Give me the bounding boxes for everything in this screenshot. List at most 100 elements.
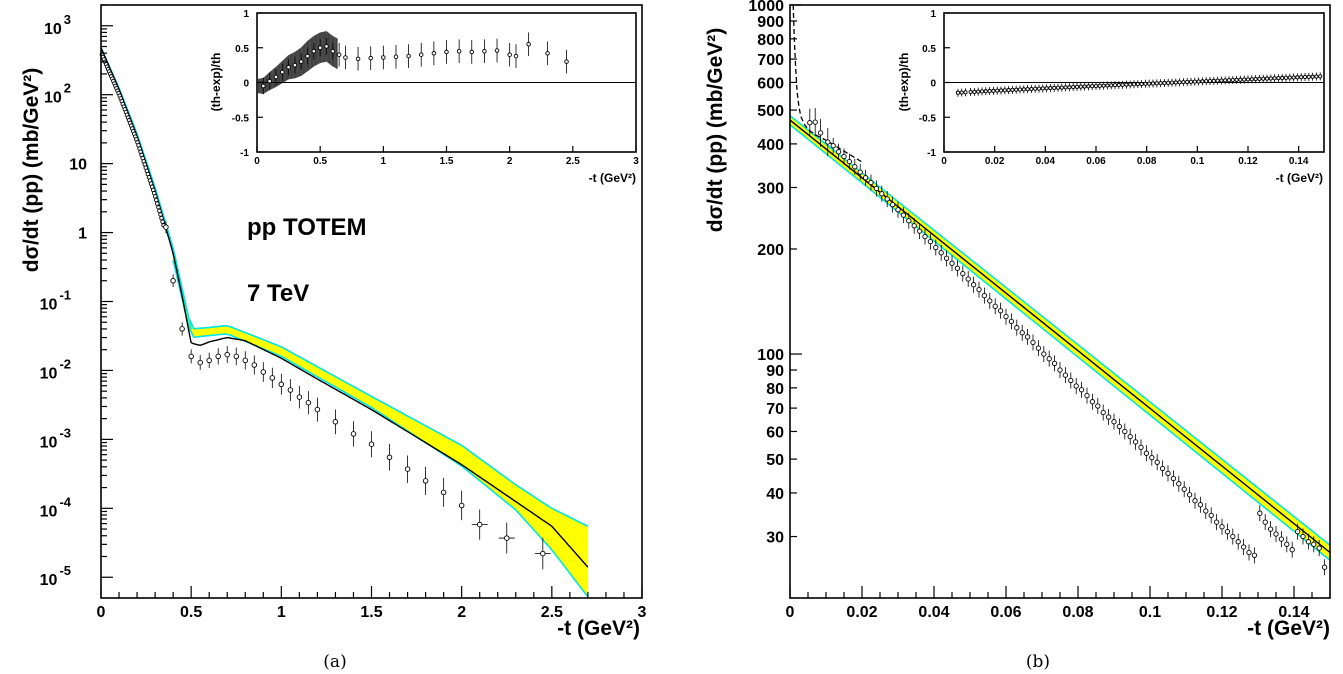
inset-point: [959, 90, 964, 95]
inset-point: [317, 45, 323, 51]
y-tick-base: 10: [40, 572, 58, 589]
inset-y-tick-label: 1: [243, 9, 249, 20]
inset-point: [1139, 81, 1144, 87]
inset-point: [444, 49, 449, 55]
data-point: [1197, 502, 1204, 508]
inset-x-tick-label: 2: [507, 156, 513, 167]
data-point: [251, 362, 258, 368]
chart-a: 0 0.5 1 1.5 2 2.5 310310210110-110-210-310-410…: [20, 4, 647, 672]
x-tick-label: 0.12: [1206, 604, 1237, 621]
inset-point: [311, 48, 317, 54]
data-point: [943, 255, 950, 261]
inset-y-tick-label: -0.5: [919, 113, 937, 124]
y-tick-label: 10-2: [40, 356, 71, 382]
data-point: [504, 535, 510, 541]
inset-point: [393, 54, 399, 60]
data-point: [1149, 454, 1155, 461]
x-tick-label: 1.5: [360, 604, 382, 621]
data-point: [1138, 444, 1144, 451]
inset-point: [1040, 86, 1045, 91]
inset-point: [431, 51, 437, 56]
data-point: [868, 179, 874, 186]
inset-point: [1112, 83, 1118, 88]
data-point: [1176, 481, 1182, 487]
data-point: [1257, 510, 1263, 516]
data-point: [997, 308, 1004, 314]
data-point: [422, 478, 429, 484]
data-point: [1278, 536, 1285, 542]
annotation-energy: 7 TeV: [247, 280, 309, 307]
inset-point: [1021, 87, 1026, 92]
data-point: [965, 276, 971, 282]
inset-point: [1014, 87, 1019, 92]
data-point: [857, 169, 863, 175]
data-point: [1062, 372, 1069, 378]
data-point: [835, 149, 842, 155]
y-tick-exponent: -3: [59, 425, 71, 440]
x-tick-label: 2.5: [541, 604, 563, 621]
data-point: [1170, 475, 1177, 482]
data-point: [1046, 356, 1052, 362]
inset-point: [1105, 83, 1110, 88]
dashed-curve: [792, 4, 863, 163]
data-point: [1014, 325, 1020, 331]
data-point: [157, 208, 162, 214]
inset-point: [1230, 77, 1235, 83]
data-point: [188, 353, 194, 360]
band-upper-edge: [172, 247, 589, 527]
data-point: [906, 218, 912, 224]
data-point: [242, 357, 249, 364]
y-tick-base: 10: [40, 434, 58, 451]
x-tick-label: 3: [638, 604, 647, 621]
inset-point: [972, 89, 977, 94]
inset-point: [1283, 75, 1289, 80]
inset-point: [1071, 84, 1076, 90]
data-point: [1068, 377, 1074, 384]
x-tick-label: 0.08: [1062, 604, 1093, 621]
band-envelope-edge: [100, 47, 192, 330]
inset-point: [955, 90, 960, 95]
y-tick-exponent: -4: [59, 494, 71, 509]
data-point: [156, 205, 161, 210]
data-point: [1235, 539, 1241, 545]
inset-point: [1093, 83, 1099, 89]
inset-point: [1078, 84, 1083, 89]
inset-point: [381, 55, 386, 60]
inset-x-tick-label: 0.04: [1036, 156, 1056, 167]
inset-point: [1291, 75, 1296, 80]
y-tick-label: 10-3: [40, 425, 71, 451]
data-point: [927, 238, 934, 245]
data-point: [862, 175, 869, 181]
inset-point: [1143, 81, 1148, 86]
inset-point: [1295, 75, 1300, 80]
inset-point: [1245, 77, 1251, 82]
data-point: [1203, 508, 1209, 514]
inset-point: [1147, 81, 1152, 86]
data-point: [1213, 519, 1220, 525]
data-point: [1089, 399, 1096, 405]
y-tick-label: 900: [757, 14, 784, 31]
annotation-experiment: pp TOTEM: [247, 214, 367, 241]
inset-point: [1162, 80, 1167, 86]
data-point: [812, 119, 818, 125]
inset-y-tick-label: -1: [240, 148, 249, 159]
data-point: [154, 197, 159, 203]
y-tick-label: 70: [766, 401, 784, 418]
inset-x-tick-label: 0.12: [1238, 156, 1258, 167]
inset-point: [1234, 77, 1239, 82]
data-point: [1294, 528, 1301, 535]
inset-point: [261, 83, 266, 89]
inset-point: [1044, 86, 1049, 91]
data-point: [540, 550, 546, 557]
y-tick-exponent: -1: [59, 288, 71, 303]
data-point: [895, 207, 901, 213]
x-tick-label: 0.14: [1278, 604, 1309, 621]
band-lower-edge: [172, 259, 589, 598]
data-point: [1051, 360, 1058, 367]
data-point: [206, 357, 212, 364]
data-point: [938, 250, 944, 256]
data-point: [1186, 492, 1193, 498]
inset-point: [995, 88, 1000, 93]
data-point: [1289, 547, 1295, 553]
inset-point: [273, 74, 279, 80]
